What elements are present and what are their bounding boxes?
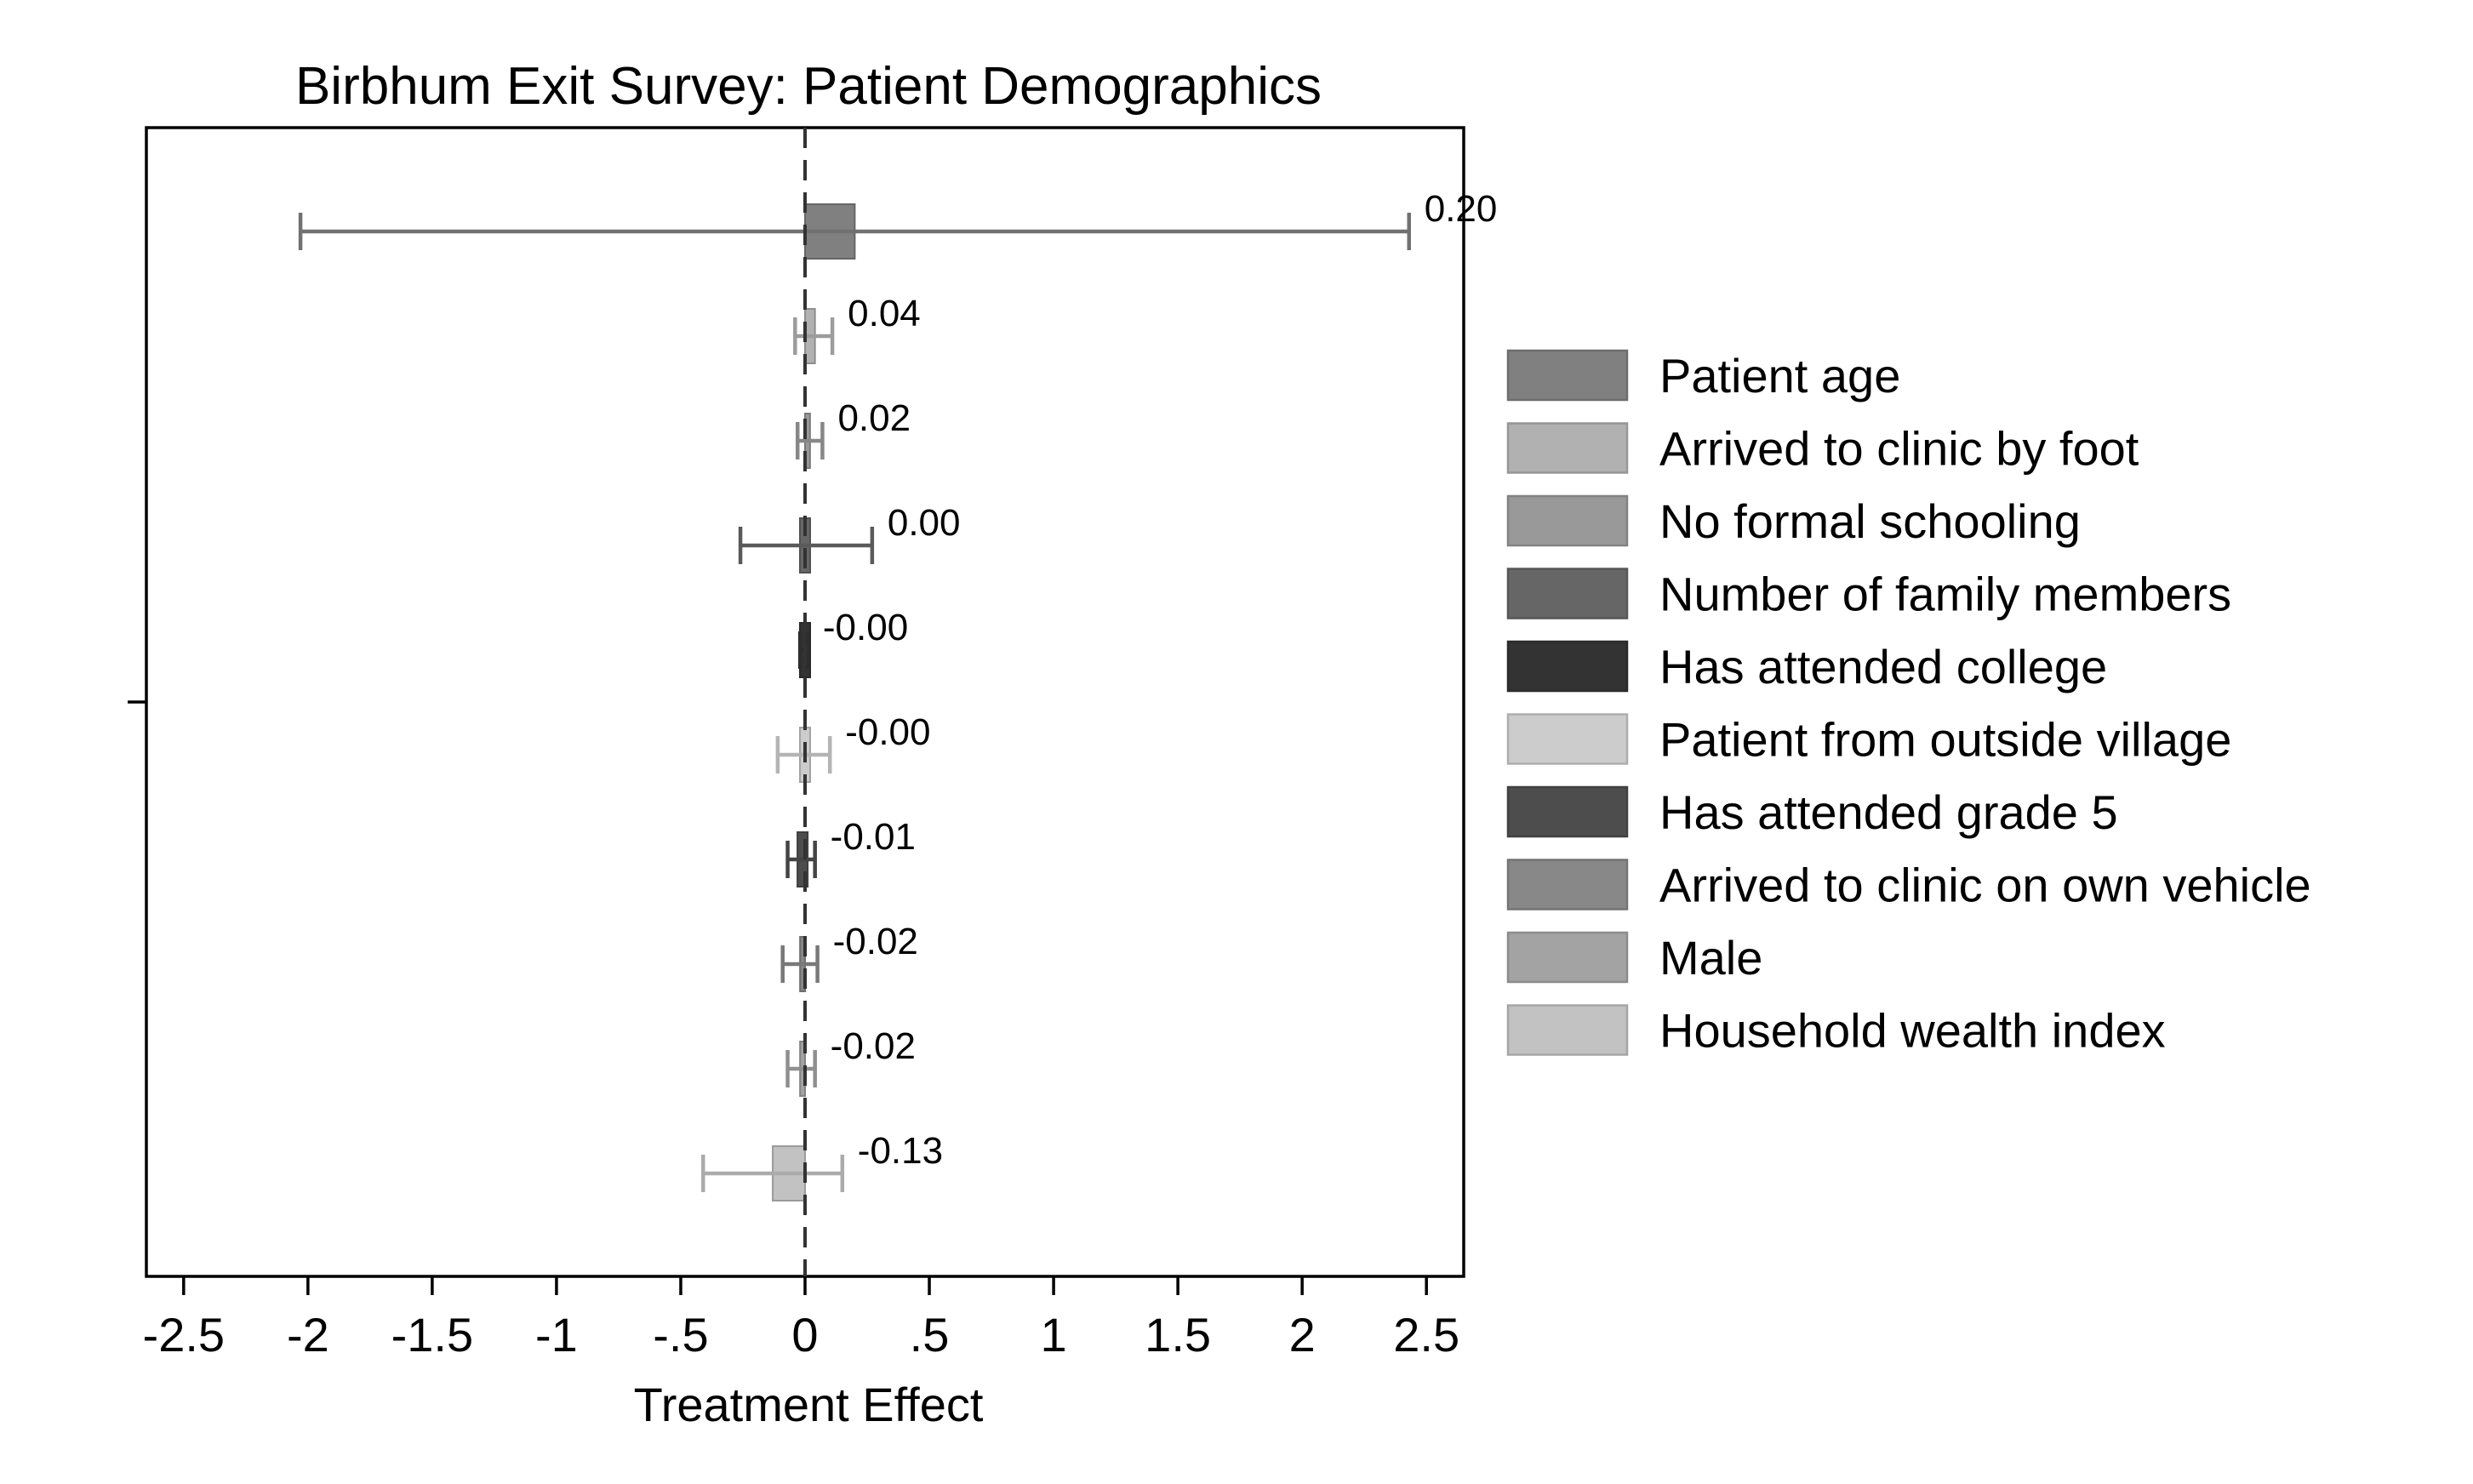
data-label: 0.02 xyxy=(837,397,911,439)
series-row: 0.04 xyxy=(793,293,921,364)
series-row: -0.01 xyxy=(785,816,916,888)
x-tick-label: 2 xyxy=(1289,1308,1316,1361)
data-label: -0.00 xyxy=(823,607,908,648)
x-tick-label: 1.5 xyxy=(1145,1308,1211,1361)
legend-swatch xyxy=(1506,1004,1629,1056)
legend-item: Patient age xyxy=(1506,349,1900,402)
legend-swatch xyxy=(1506,640,1629,693)
data-label: -0.02 xyxy=(831,1025,916,1067)
legend-label: Household wealth index xyxy=(1659,1004,2166,1058)
legend-swatch xyxy=(1506,859,1629,910)
legend-label: Has attended grade 5 xyxy=(1659,785,2118,839)
x-axis-title: Treatment Effect xyxy=(634,1378,984,1431)
data-label: 0.04 xyxy=(848,293,921,334)
plot-area: 0.20 0.04 0.02 0.00 -0.00 -0.00 -0.01 -0.02 -0.0… xyxy=(128,126,1498,1278)
legend-item: No formal schooling xyxy=(1506,494,2081,548)
x-tick-label: -.5 xyxy=(653,1308,708,1361)
series-row: -0.00 xyxy=(775,711,931,783)
chart-title: Birbhum Exit Survey: Patient Demographic… xyxy=(295,57,1322,116)
data-label: -0.02 xyxy=(833,921,918,962)
legend: Patient age Arrived to clinic by foot No f… xyxy=(1506,349,2311,1058)
series-row: -0.13 xyxy=(700,1130,943,1201)
legend-label: Number of family members xyxy=(1659,568,2231,621)
series-row: 0.20 xyxy=(298,188,1498,260)
legend-swatch xyxy=(1506,494,1629,547)
x-tick-label: -2.5 xyxy=(143,1308,226,1361)
legend-item: Patient from outside village xyxy=(1506,713,2231,767)
x-tick-label: .5 xyxy=(910,1308,950,1361)
legend-item: Arrived to clinic on own vehicle xyxy=(1506,859,2311,912)
legend-label: Patient from outside village xyxy=(1659,713,2231,767)
legend-item: Has attended college xyxy=(1506,640,2107,693)
legend-swatch xyxy=(1506,931,1629,984)
legend-label: Has attended college xyxy=(1659,640,2107,693)
x-tick-label: -1 xyxy=(535,1308,578,1361)
x-tick-label: 2.5 xyxy=(1393,1308,1459,1361)
data-label: -0.00 xyxy=(845,711,930,753)
legend-swatch xyxy=(1506,785,1629,838)
legend-swatch xyxy=(1506,349,1629,402)
legend-label: Arrived to clinic on own vehicle xyxy=(1659,859,2311,912)
legend-label: Male xyxy=(1659,931,1762,985)
x-tick-label: 0 xyxy=(791,1308,818,1361)
x-tick-label: -2 xyxy=(287,1308,329,1361)
legend-swatch xyxy=(1506,422,1629,474)
x-tick-label: -1.5 xyxy=(391,1308,474,1361)
legend-label: No formal schooling xyxy=(1659,494,2081,548)
series-row: -0.00 xyxy=(797,607,908,678)
data-label: -0.01 xyxy=(831,816,916,858)
series-row: 0.02 xyxy=(795,397,911,469)
x-tick-label: 1 xyxy=(1040,1308,1066,1361)
data-label: -0.13 xyxy=(858,1130,943,1172)
legend-item: Male xyxy=(1506,931,1762,985)
legend-swatch xyxy=(1506,713,1629,765)
legend-item: Household wealth index xyxy=(1506,1004,2166,1058)
legend-item: Has attended grade 5 xyxy=(1506,785,2118,839)
x-axis: -2.5 -2 -1.5 -1 -.5 0 .5 1 1.5 2 2.5 xyxy=(143,1276,1459,1361)
legend-label: Patient age xyxy=(1659,349,1900,402)
series-row: -0.02 xyxy=(780,921,918,992)
series-row: -0.02 xyxy=(785,1025,916,1097)
data-label: 0.20 xyxy=(1425,188,1498,230)
legend-item: Number of family members xyxy=(1506,568,2231,621)
legend-label: Arrived to clinic by foot xyxy=(1659,422,2139,476)
series-row: 0.00 xyxy=(738,502,961,574)
legend-swatch xyxy=(1506,568,1629,619)
data-label: 0.00 xyxy=(888,502,961,544)
legend-item: Arrived to clinic by foot xyxy=(1506,422,2139,476)
